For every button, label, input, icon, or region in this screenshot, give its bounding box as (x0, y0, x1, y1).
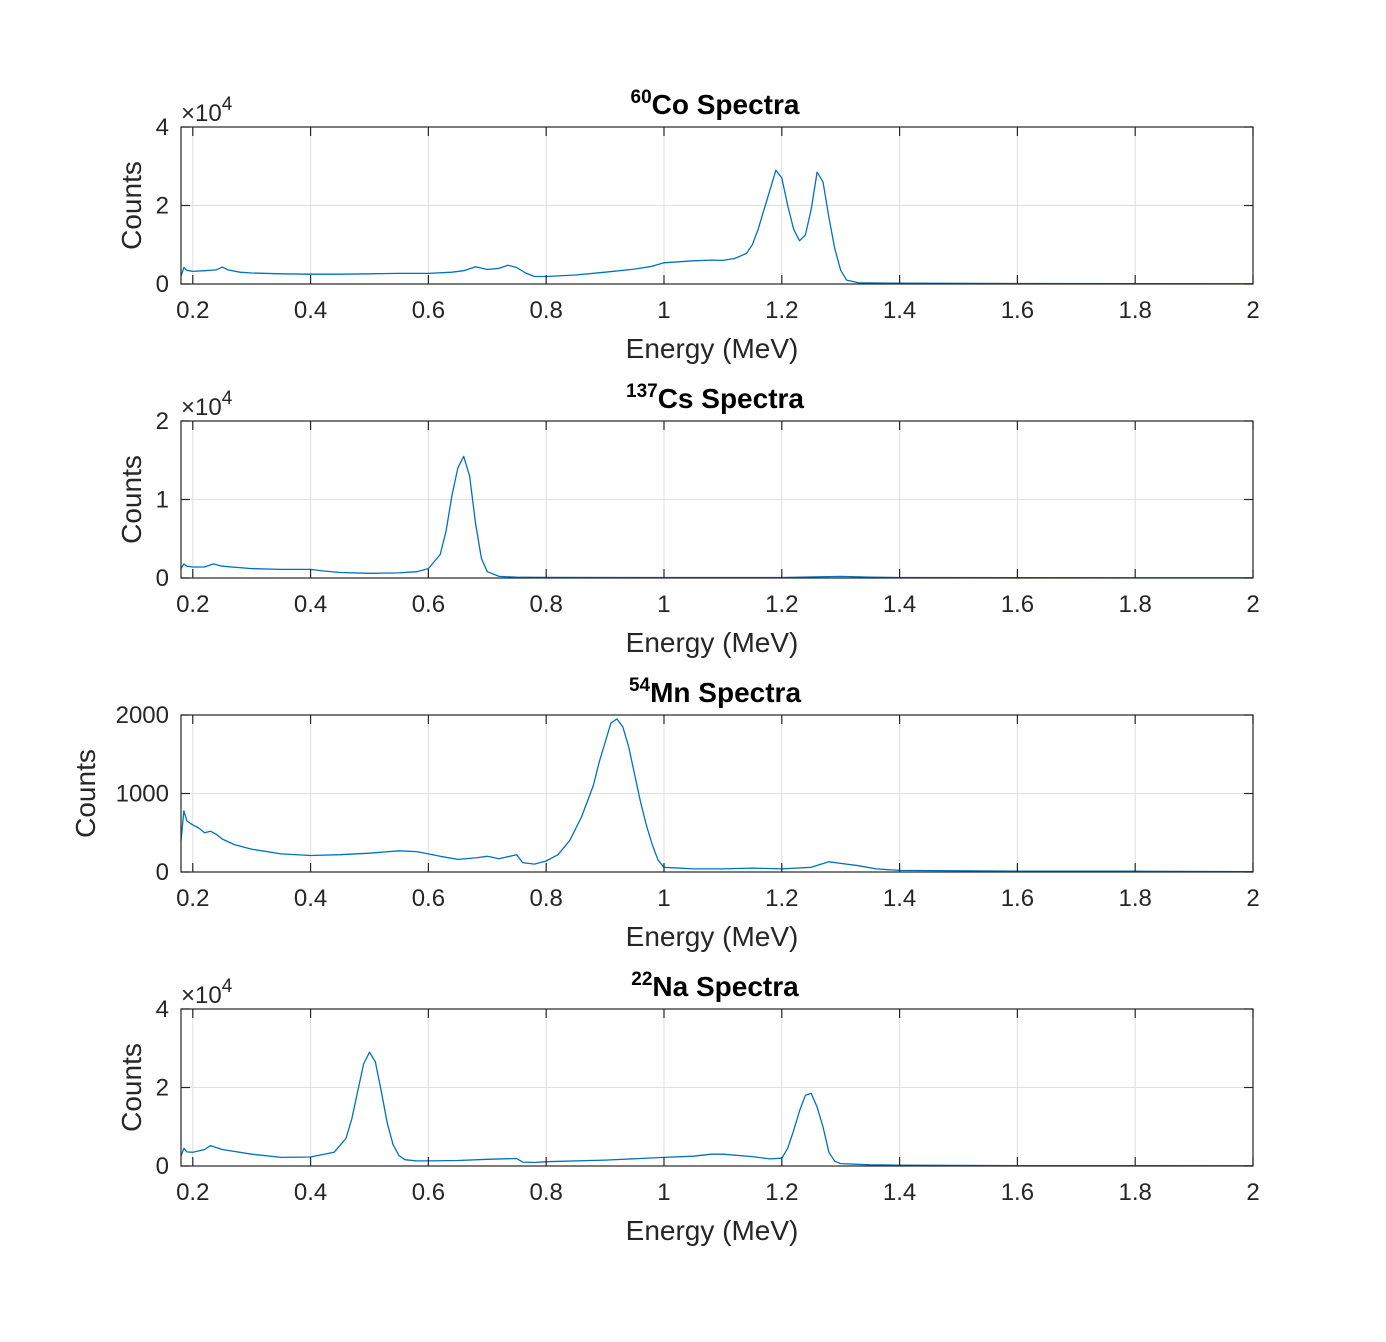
x-tick-label: 1 (657, 591, 670, 618)
y-axis-label: Counts (70, 749, 101, 838)
x-tick-label: 0.6 (412, 885, 445, 912)
x-tick-label: 1.6 (1001, 591, 1034, 618)
x-tick-label: 1.6 (1001, 297, 1034, 324)
x-axis-label: Energy (MeV) (626, 333, 799, 364)
spectrum-line (180, 169, 1254, 285)
x-axis-label: Energy (MeV) (626, 1215, 799, 1246)
x-tick-label: 1.2 (765, 885, 798, 912)
title-text: Na Spectra (652, 971, 799, 1002)
x-tick-label: 0.2 (176, 885, 209, 912)
x-tick-label: 2 (1246, 591, 1259, 618)
x-tick-label: 0.4 (294, 591, 327, 618)
x-tick-label: 0.6 (412, 591, 445, 618)
title-text: Mn Spectra (650, 677, 801, 708)
title-isotope-mass: 22 (631, 969, 652, 990)
subplot-title: 60Co Spectra (631, 87, 800, 120)
x-tick-label: 1.2 (765, 297, 798, 324)
title-text: Co Spectra (652, 89, 800, 120)
x-tick-label: 1.6 (1001, 1179, 1034, 1206)
x-tick-label: 1.8 (1119, 885, 1152, 912)
y-exponent-label: ×104 (181, 388, 233, 421)
x-tick-label: 1 (657, 1179, 670, 1206)
x-tick-label: 1.4 (883, 1179, 916, 1206)
y-tick-label: 2 (156, 408, 169, 435)
x-tick-label: 1 (657, 297, 670, 324)
spectrum-line (180, 718, 1254, 873)
y-axis-label: Counts (116, 455, 147, 544)
x-tick-label: 0.4 (294, 885, 327, 912)
x-tick-label: 0.2 (176, 591, 209, 618)
subplot-1: 0.2 0.4 0.6 0.8 1 1.2 1.4 1.6 1.8 2024×104Energy … (116, 87, 1260, 364)
y-exponent-label: ×104 (181, 976, 233, 1009)
title-isotope-mass: 137 (626, 381, 658, 402)
x-tick-label: 0.6 (412, 1179, 445, 1206)
spectrum-line (180, 1051, 1254, 1167)
x-tick-label: 1.8 (1119, 1179, 1152, 1206)
x-tick-label: 0.4 (294, 1179, 327, 1206)
y-tick-label: 0 (156, 271, 169, 298)
x-tick-label: 0.8 (529, 1179, 562, 1206)
y-tick-label: 2 (156, 1075, 169, 1102)
exponent-base: ×10 (181, 982, 222, 1009)
subplot-title: 22Na Spectra (631, 969, 799, 1002)
x-tick-label: 1 (657, 885, 670, 912)
y-tick-label: 0 (156, 565, 169, 592)
y-tick-label: 1000 (116, 781, 169, 808)
y-tick-label: 4 (156, 114, 169, 141)
x-tick-label: 0.8 (529, 297, 562, 324)
subplot-title: 137Cs Spectra (626, 381, 804, 414)
x-tick-label: 1.4 (883, 591, 916, 618)
exponent-power: 4 (222, 976, 233, 997)
x-tick-label: 2 (1246, 297, 1259, 324)
title-isotope-mass: 60 (631, 87, 652, 108)
subplot-title: 54Mn Spectra (629, 675, 801, 708)
x-axis-label: Energy (MeV) (626, 627, 799, 658)
exponent-power: 4 (222, 94, 233, 115)
x-tick-label: 0.4 (294, 297, 327, 324)
x-tick-label: 1.6 (1001, 885, 1034, 912)
y-tick-label: 0 (156, 1153, 169, 1180)
y-tick-label: 4 (156, 996, 169, 1023)
x-tick-label: 0.8 (529, 885, 562, 912)
x-tick-label: 0.2 (176, 297, 209, 324)
x-axis-label: Energy (MeV) (626, 921, 799, 952)
x-tick-label: 1.2 (765, 591, 798, 618)
subplot-2: 0.2 0.4 0.6 0.8 1 1.2 1.4 1.6 1.8 2 0 1 2 ×104 Energy … (116, 381, 1260, 658)
subplot-3: 0.2 0.4 0.6 0.8 1 1.2 1.4 1.6 1.8 2 0 1000 2000 Energ… (70, 675, 1260, 952)
x-tick-label: 2 (1246, 885, 1259, 912)
x-tick-label: 0.2 (176, 1179, 209, 1206)
x-tick-label: 1.4 (883, 297, 916, 324)
x-tick-label: 1.8 (1119, 297, 1152, 324)
y-tick-label: 0 (156, 859, 169, 886)
y-tick-label: 2000 (116, 702, 169, 729)
x-tick-label: 1.2 (765, 1179, 798, 1206)
subplot-4: 0.2 0.4 0.6 0.8 1 1.2 1.4 1.6 1.8 2024×104Energy … (116, 969, 1260, 1246)
x-tick-label: 0.6 (412, 297, 445, 324)
exponent-power: 4 (222, 388, 233, 409)
x-tick-label: 0.8 (529, 591, 562, 618)
spectrum-line (180, 455, 1253, 579)
y-axis-label: Counts (116, 161, 147, 250)
x-tick-label: 1.8 (1119, 591, 1152, 618)
title-isotope-mass: 54 (629, 675, 651, 696)
x-tick-label: 2 (1246, 1179, 1259, 1206)
exponent-base: ×10 (181, 394, 222, 421)
title-text: Cs Spectra (658, 383, 805, 414)
y-axis-label: Counts (116, 1043, 147, 1132)
y-exponent-label: ×104 (181, 94, 233, 127)
y-tick-label: 2 (156, 193, 169, 220)
x-tick-label: 1.4 (883, 885, 916, 912)
y-tick-label: 1 (156, 487, 169, 514)
exponent-base: ×10 (181, 100, 222, 127)
